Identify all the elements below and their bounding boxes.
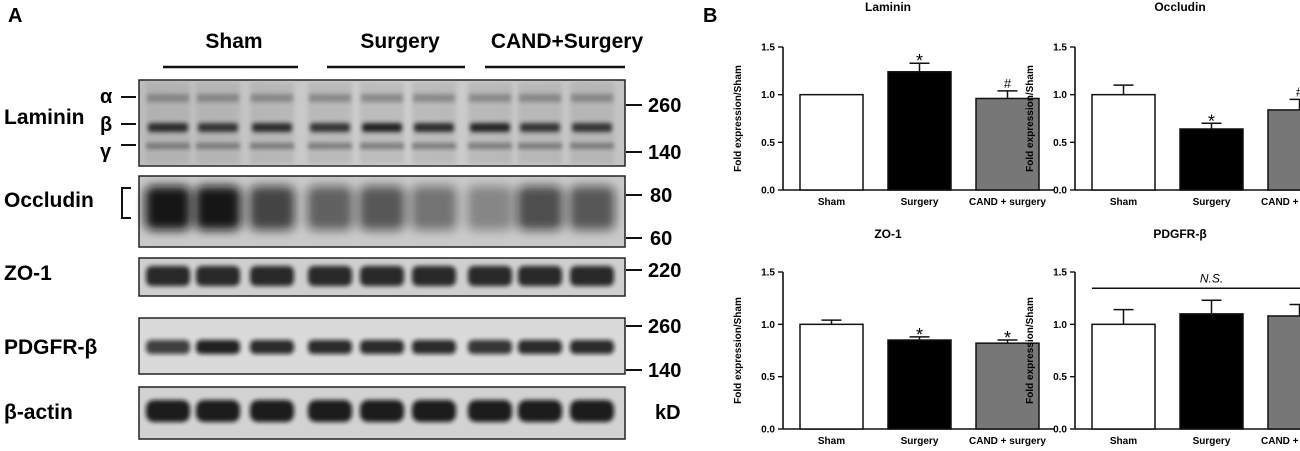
- svg-text:80: 80: [650, 185, 672, 207]
- panel-a-label: A: [8, 5, 22, 27]
- significance-marker: #: [1296, 84, 1300, 99]
- x-tick-label: CAND + surgery: [969, 436, 1046, 447]
- x-tick-label: Sham: [1110, 436, 1137, 447]
- svg-text:140: 140: [648, 142, 681, 164]
- y-axis-label: Fold expression/Sham: [1025, 65, 1036, 172]
- laminin-chain-gamma: γ: [100, 141, 112, 163]
- x-tick-label: CAND + surgery: [1261, 197, 1300, 208]
- svg-text:260: 260: [648, 95, 681, 117]
- bar: [1091, 323, 1156, 430]
- svg-text:220: 220: [648, 260, 681, 282]
- blot-zo1: [138, 257, 626, 297]
- y-tick-label: 1.5: [1053, 43, 1067, 54]
- protein-label-occludin: Occludin: [4, 189, 94, 212]
- y-axis-label: Fold expression/Sham: [733, 297, 744, 404]
- y-tick-label: 0.5: [1053, 372, 1067, 383]
- bar: [799, 323, 864, 430]
- x-tick-label: Surgery: [901, 436, 939, 447]
- chart-title: Occludin: [1154, 0, 1205, 14]
- protein-label-laminin: Laminin: [4, 106, 85, 129]
- y-tick-label: 0.0: [1053, 425, 1067, 436]
- blot-beta-actin: [138, 386, 626, 440]
- y-tick-label: 1.0: [761, 90, 775, 101]
- mw-marker-occludin-80: 80: [626, 185, 672, 207]
- bar: [1091, 93, 1156, 191]
- bar: [887, 339, 952, 430]
- bar: [799, 93, 864, 191]
- x-tick-label: Sham: [818, 436, 845, 447]
- mw-marker-pdgfr-140: 140: [626, 360, 681, 382]
- blot-occludin: [138, 175, 626, 248]
- y-tick-label: 1.5: [761, 43, 775, 54]
- y-tick-label: 0.5: [1053, 138, 1067, 149]
- bar-chart-occludin: Occludin Fold expression/Sham 0.0 0.5 1.0 1.5…: [1025, 0, 1300, 208]
- y-tick-label: 1.0: [761, 320, 775, 331]
- occludin-bracket: [121, 187, 131, 219]
- mw-marker-laminin-140: 140: [626, 142, 681, 164]
- bar: [1267, 109, 1300, 191]
- bar: [887, 71, 952, 191]
- x-tick-label: CAND + surgery: [1261, 436, 1300, 447]
- blot-laminin: [138, 79, 626, 167]
- protein-label-beta-actin: β-actin: [4, 401, 73, 424]
- y-tick-label: 1.0: [1053, 90, 1067, 101]
- x-tick-label: Surgery: [1193, 197, 1231, 208]
- chart-title: Laminin: [865, 0, 911, 14]
- y-tick-label: 0.0: [761, 186, 775, 197]
- chart-title: ZO-1: [874, 227, 902, 241]
- significance-marker: *: [916, 51, 923, 71]
- y-tick-label: 1.5: [761, 268, 775, 279]
- x-tick-label: Surgery: [1193, 436, 1231, 447]
- y-tick-label: 0.5: [761, 372, 775, 383]
- group-label-sham: Sham: [205, 30, 262, 53]
- y-axis-label: Fold expression/Sham: [733, 65, 744, 172]
- mw-marker-zo1-220: 220: [626, 260, 681, 282]
- bar-chart-laminin: Laminin Fold expression/Sham 0.0 0.5 1.0 1.5 S…: [733, 0, 1054, 208]
- protein-label-zo1: ZO-1: [4, 262, 52, 285]
- panel-a: A Sham Surgery CAND+Surgery Laminin Occl…: [4, 5, 681, 440]
- y-tick-label: 0.0: [1053, 186, 1067, 197]
- blot-pdgfr: [138, 317, 626, 375]
- mw-unit-label: kD: [655, 402, 681, 424]
- significance-marker: #: [1004, 76, 1012, 91]
- x-tick-label: Sham: [1110, 197, 1137, 208]
- ns-annotation: N.S.: [1200, 271, 1223, 285]
- svg-text:60: 60: [650, 228, 672, 250]
- bar: [975, 342, 1040, 430]
- mw-marker-laminin-260: 260: [626, 95, 681, 117]
- group-label-cand-surgery: CAND+Surgery: [491, 30, 644, 53]
- y-axis-label: Fold expression/Sham: [1025, 297, 1036, 404]
- mw-marker-occludin-60: 60: [626, 228, 672, 250]
- bar: [1179, 128, 1244, 191]
- y-tick-label: 1.0: [1053, 320, 1067, 331]
- y-tick-label: 0.5: [761, 138, 775, 149]
- panel-b: B Laminin Fold expression/Sham 0.0 0.5 1.0 1.…: [703, 0, 1300, 447]
- laminin-chain-beta: β: [100, 114, 112, 136]
- bar: [1267, 315, 1300, 430]
- svg-text:140: 140: [648, 360, 681, 382]
- y-tick-label: 0.0: [761, 425, 775, 436]
- panel-b-label: B: [703, 5, 717, 27]
- x-tick-label: CAND + surgery: [969, 197, 1046, 208]
- significance-marker: *: [916, 325, 923, 345]
- bar-chart-pdgfr: PDGFR-β Fold expression/Sham 0.0 0.5 1.0 1.5 S…: [1025, 227, 1300, 447]
- protein-label-pdgfr: PDGFR-β: [4, 336, 97, 359]
- group-label-surgery: Surgery: [360, 30, 440, 53]
- significance-marker: *: [1004, 328, 1011, 348]
- bar: [1179, 313, 1244, 430]
- svg-text:260: 260: [648, 316, 681, 338]
- significance-marker: *: [1208, 111, 1215, 131]
- chart-title: PDGFR-β: [1153, 227, 1206, 241]
- y-tick-label: 1.5: [1053, 268, 1067, 279]
- bar-chart-zo1: ZO-1 Fold expression/Sham 0.0 0.5 1.0 1.5 Sham…: [733, 227, 1054, 447]
- bar: [975, 97, 1040, 191]
- x-tick-label: Surgery: [901, 197, 939, 208]
- x-tick-label: Sham: [818, 197, 845, 208]
- laminin-chain-alpha: α: [100, 86, 113, 108]
- mw-marker-pdgfr-260: 260: [626, 316, 681, 338]
